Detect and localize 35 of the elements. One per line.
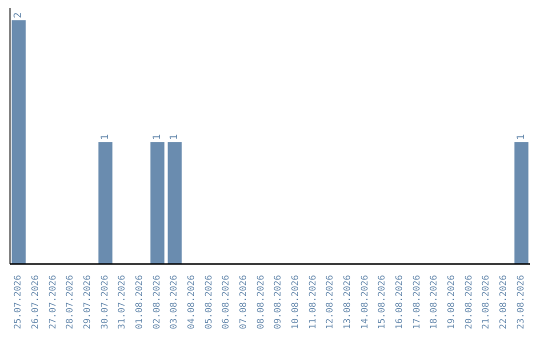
- x-tick-label: 17.08.2026: [412, 275, 422, 330]
- x-tick-label: 30.07.2026: [100, 275, 110, 330]
- x-tick-label: 03.08.2026: [170, 275, 180, 330]
- x-tick-label: 26.07.2026: [31, 275, 41, 330]
- x-tick-label: 31.07.2026: [118, 275, 128, 330]
- x-tick-label: 07.08.2026: [239, 275, 249, 330]
- data-label: 1: [152, 134, 163, 140]
- x-tick-label: 20.08.2026: [464, 275, 474, 330]
- x-tick-label: 21.08.2026: [482, 275, 492, 330]
- x-tick-label: 04.08.2026: [187, 275, 197, 330]
- x-tick-label: 27.07.2026: [48, 275, 58, 330]
- x-tick-label: 15.08.2026: [378, 275, 388, 330]
- x-tick-label: 05.08.2026: [204, 275, 214, 330]
- x-tick-label: 10.08.2026: [291, 275, 301, 330]
- data-label: 2: [13, 12, 24, 18]
- x-tick-label: 23.08.2026: [516, 275, 526, 330]
- x-tick-label: 01.08.2026: [135, 275, 145, 330]
- x-tick-label: 11.08.2026: [308, 275, 318, 330]
- x-tick-label: 22.08.2026: [499, 275, 509, 330]
- data-label: 1: [100, 134, 111, 140]
- x-tick-label: 19.08.2026: [447, 275, 457, 330]
- x-tick-label: 29.07.2026: [83, 275, 93, 330]
- x-tick-label: 25.07.2026: [14, 275, 24, 330]
- x-tick-label: 09.08.2026: [274, 275, 284, 330]
- x-tick-label: 14.08.2026: [360, 275, 370, 330]
- x-tick-label: 18.08.2026: [430, 275, 440, 330]
- x-tick-label: 06.08.2026: [222, 275, 232, 330]
- x-tick-label: 08.08.2026: [256, 275, 266, 330]
- data-label: 1: [516, 134, 527, 140]
- x-tick-label: 28.07.2026: [66, 275, 76, 330]
- x-tick-label: 02.08.2026: [152, 275, 162, 330]
- x-tick-label: 16.08.2026: [395, 275, 405, 330]
- x-tick-label: 13.08.2026: [343, 275, 353, 330]
- data-label: 1: [169, 134, 180, 140]
- x-tick-label: 12.08.2026: [326, 275, 336, 330]
